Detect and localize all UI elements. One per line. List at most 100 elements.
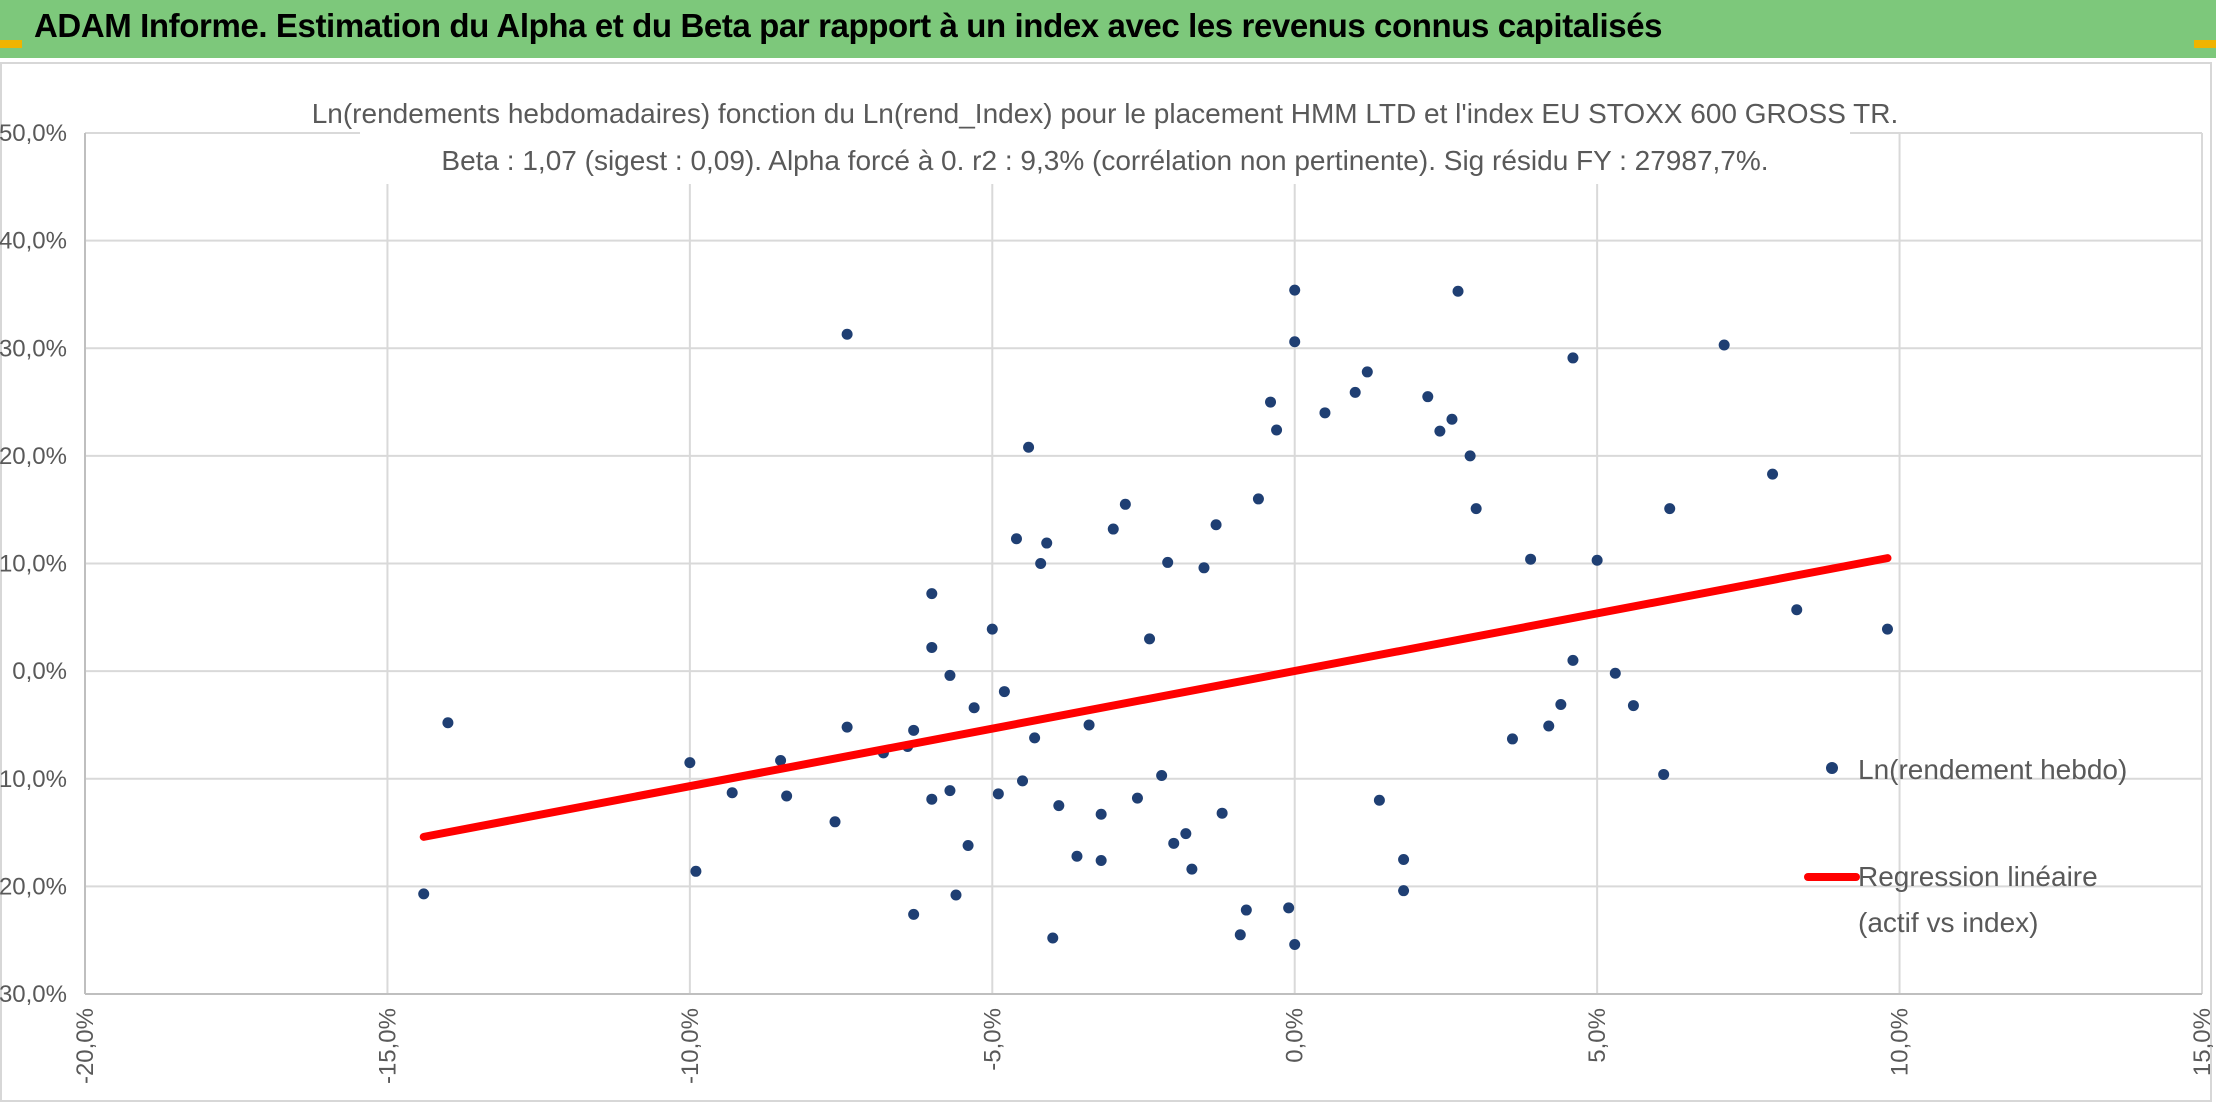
data-point: [1095, 855, 1107, 867]
data-point: [841, 328, 853, 340]
data-point: [1373, 794, 1385, 806]
corner-marker-right: [2194, 40, 2216, 48]
data-point: [1234, 929, 1246, 941]
data-point: [1047, 932, 1059, 944]
data-point: [908, 724, 920, 736]
y-tick-label: 20,0%: [0, 443, 67, 470]
data-point: [1041, 537, 1053, 549]
data-point: [1283, 902, 1295, 914]
data-point: [1349, 386, 1361, 398]
data-point: [1083, 719, 1095, 731]
x-tick-label: 10,0%: [1887, 1008, 1914, 1076]
data-point: [1156, 770, 1168, 782]
data-point: [908, 908, 920, 920]
chart-frame: [0, 62, 2212, 1102]
data-point: [841, 721, 853, 733]
data-point: [1071, 850, 1083, 862]
data-point: [1289, 284, 1301, 296]
data-point: [926, 588, 938, 600]
data-point: [418, 888, 430, 900]
data-point: [1119, 498, 1131, 510]
chart-title-layer: Ln(rendements hebdomadaires) fonction du…: [312, 92, 1899, 184]
data-point: [1216, 807, 1228, 819]
data-point: [781, 790, 793, 802]
legend: Ln(rendement hebdo) Regression linéaire …: [1804, 754, 2127, 938]
y-tick-label: 40,0%: [0, 228, 67, 255]
regression-layer: [419, 554, 1892, 841]
title-background: [360, 92, 1850, 184]
data-point: [1180, 828, 1192, 840]
data-point: [1186, 863, 1198, 875]
data-point: [1767, 468, 1779, 480]
data-point: [1053, 800, 1065, 812]
legend-label-regression-1: Regression linéaire: [1858, 861, 2098, 892]
data-point: [1464, 450, 1476, 462]
y-tick-label: -20,0%: [0, 873, 67, 900]
data-point: [1271, 424, 1283, 436]
regression-line: [419, 554, 1892, 841]
data-point: [726, 787, 738, 799]
data-point: [998, 686, 1010, 698]
data-point: [1131, 792, 1143, 804]
legend-label-regression-2: (actif vs index): [1858, 907, 2039, 938]
data-point: [1470, 503, 1482, 515]
report-title: ADAM Informe. Estimation du Alpha et du …: [34, 7, 1663, 44]
data-point: [1035, 558, 1047, 569]
y-tick-label: -10,0%: [0, 766, 67, 793]
axis-layer: -20,0% -15,0% -10,0% -5,0% 0,0% 5,0% 10,0% 15,0…: [0, 120, 2216, 1084]
data-point: [1446, 413, 1458, 425]
data-point: [1718, 339, 1730, 351]
data-point: [962, 839, 974, 851]
data-point: [992, 788, 1004, 800]
data-point: [1881, 623, 1893, 635]
data-point: [1422, 391, 1434, 403]
y-tick-label: 0,0%: [12, 658, 67, 685]
data-point: [1591, 554, 1603, 566]
y-tick-label: 10,0%: [0, 551, 67, 578]
y-tick-label: 30,0%: [0, 335, 67, 362]
data-point: [775, 754, 787, 766]
data-point: [442, 717, 454, 729]
x-tick-label: 0,0%: [1282, 1008, 1309, 1063]
points-layer: [418, 284, 1893, 950]
x-tick-label: 5,0%: [1584, 1008, 1611, 1063]
data-point: [1023, 441, 1035, 453]
data-point: [1095, 808, 1107, 820]
data-point: [1452, 285, 1464, 297]
data-point: [1627, 700, 1639, 712]
data-point: [1168, 837, 1180, 849]
data-point: [950, 889, 962, 901]
data-point: [684, 757, 696, 769]
x-tick-label: -5,0%: [979, 1008, 1006, 1071]
data-point: [690, 865, 702, 877]
data-point: [1162, 556, 1174, 568]
data-point: [1506, 733, 1518, 745]
data-point: [1010, 533, 1022, 545]
data-point: [944, 785, 956, 797]
y-tick-label: 50,0%: [0, 120, 67, 147]
legend-marker-scatter: [1826, 762, 1838, 774]
data-point: [1664, 503, 1676, 515]
data-point: [1289, 336, 1301, 348]
legend-label-scatter: Ln(rendement hebdo): [1858, 754, 2127, 785]
data-point: [1543, 720, 1555, 732]
report-header: ADAM Informe. Estimation du Alpha et du …: [0, 0, 2216, 58]
data-point: [1567, 352, 1579, 364]
data-point: [1029, 732, 1041, 744]
data-point: [829, 816, 841, 828]
chart-subtitle: Beta : 1,07 (sigest : 0,09). Alpha forcé…: [441, 145, 1768, 176]
data-point: [986, 623, 998, 635]
data-point: [1791, 604, 1803, 616]
x-tick-label: -20,0%: [72, 1008, 99, 1084]
data-point: [1210, 519, 1222, 531]
y-tick-label: -30,0%: [0, 981, 67, 1008]
data-point: [926, 793, 938, 805]
data-point: [1434, 425, 1446, 437]
chart-title: Ln(rendements hebdomadaires) fonction du…: [312, 98, 1899, 129]
data-point: [1398, 885, 1410, 897]
data-point: [1144, 633, 1156, 645]
corner-marker-left: [0, 40, 22, 48]
data-point: [1240, 904, 1252, 916]
data-point: [926, 641, 938, 653]
